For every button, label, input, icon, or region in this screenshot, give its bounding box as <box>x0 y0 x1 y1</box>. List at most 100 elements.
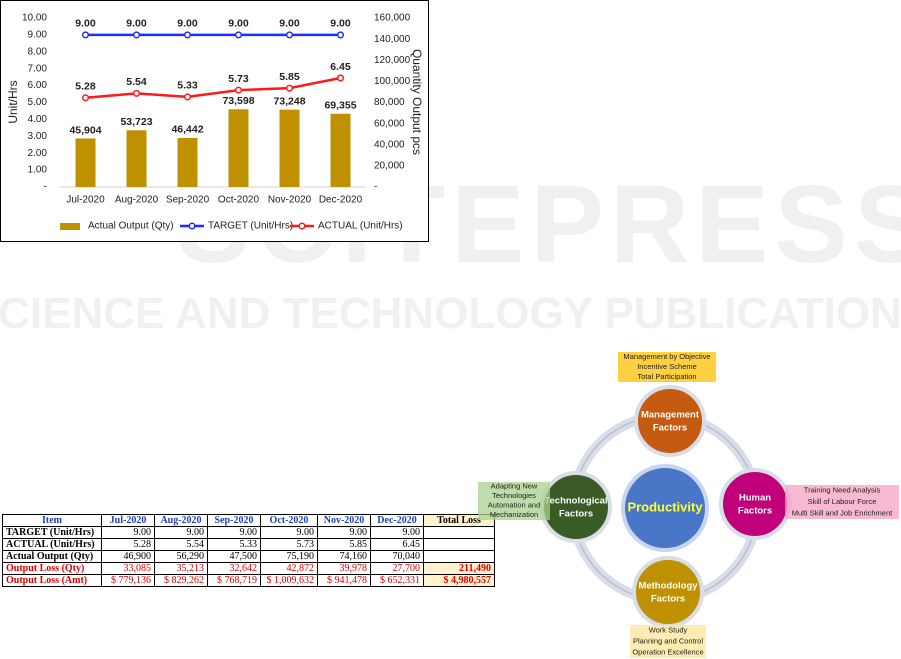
note-text: Management by Objective <box>623 352 710 361</box>
y-tick-label: 1.00 <box>28 165 48 176</box>
table-cell: 9.00 <box>101 526 155 539</box>
table-cell: 46,900 <box>101 550 155 563</box>
y2-tick-label: 120,000 <box>374 55 411 66</box>
line-point <box>183 31 192 39</box>
x-tick-label: Aug-2020 <box>115 195 159 206</box>
legend-label: Actual Output (Qty) <box>88 221 174 232</box>
table-cell: 9.00 <box>260 526 318 539</box>
note-text: Multi Skill and Job Enrichment <box>792 508 893 517</box>
factor-label: Factors <box>738 506 772 517</box>
legend-label: ACTUAL (Unit/Hrs) <box>318 221 403 232</box>
table-cell: ACTUAL (Unit/Hrs) <box>2 538 102 551</box>
y-tick-label: 7.00 <box>28 63 48 74</box>
y-axis-title: Unit/Hrs <box>6 80 20 123</box>
factor-label: Methodology <box>638 581 698 592</box>
line-value-label: 5.54 <box>126 76 147 88</box>
bar <box>177 137 198 187</box>
chart-frame <box>0 0 429 242</box>
line <box>85 76 341 100</box>
factor-label: Factors <box>559 509 593 520</box>
line-point <box>336 31 345 39</box>
note-text: Training Need Analysis <box>804 486 881 495</box>
y2-tick-label: 140,000 <box>374 34 411 45</box>
center-label: Productivity <box>627 499 703 514</box>
table-cell: 9.00 <box>370 526 424 539</box>
bar-value-label: 45,904 <box>69 124 101 136</box>
y2-tick-label: - <box>374 182 377 193</box>
diagram: Productivity Management Factors Management … <box>478 352 899 658</box>
data-table: Item Jul-2020 Aug-2020 Sep-2020 Oct-2020 Nov-… <box>2 514 495 587</box>
bar-value-label: 46,442 <box>171 124 203 136</box>
bar <box>228 109 249 187</box>
line-value-label: 6.45 <box>330 61 351 73</box>
table-cell: 6.45 <box>370 538 424 551</box>
x-tick-label: Nov-2020 <box>268 195 312 206</box>
table-cell: 5.85 <box>317 538 371 551</box>
table-cell: Nov-2020 <box>317 514 371 527</box>
table-cell: 47,500 <box>207 550 261 563</box>
line-value-label: 9.00 <box>75 18 96 30</box>
y2-tick-label: 60,000 <box>374 118 405 129</box>
y-tick-label: 10.00 <box>22 13 47 24</box>
table-row: TARGET (Unit/Hrs) 9.00 9.00 9.00 9.00 9.00 9.0… <box>2 526 495 539</box>
line-point <box>132 89 141 97</box>
line-point <box>285 31 294 39</box>
factor-label: Technological <box>544 496 607 507</box>
table-cell: 70,040 <box>370 550 424 563</box>
table-cell: 74,160 <box>317 550 371 563</box>
factor-label: Factors <box>653 423 687 434</box>
bar-value-label: 73,598 <box>222 95 254 107</box>
line-value-label: 9.00 <box>279 18 300 30</box>
factor-label: Human <box>739 493 771 504</box>
x-tick-label: Jul-2020 <box>66 195 105 206</box>
line-point <box>81 31 90 39</box>
note-text: Incentive Scheme <box>637 362 697 371</box>
y-tick-label: 3.00 <box>28 131 48 142</box>
note-box <box>478 482 550 520</box>
table-cell: Item <box>2 514 102 527</box>
x-tick-label: Sep-2020 <box>166 195 210 206</box>
table-cell: 27,700 <box>370 562 424 575</box>
table-cell: 9.00 <box>207 526 261 539</box>
y2-tick-label: 40,000 <box>374 139 405 150</box>
table-cell: 5.73 <box>260 538 318 551</box>
note-text: Total Participation <box>637 372 696 381</box>
line-value-label: 9.00 <box>228 18 249 30</box>
y2-tick-label: 100,000 <box>374 76 411 87</box>
note-text: Mechanization <box>490 510 538 519</box>
legend-marker <box>298 222 306 230</box>
table-row: Item Jul-2020 Aug-2020 Sep-2020 Oct-2020 Nov-… <box>2 514 495 527</box>
line-point <box>285 84 294 92</box>
y-tick-label: 4.00 <box>28 114 48 125</box>
table-cell: $ 941,478 <box>317 574 371 587</box>
factor-node <box>540 471 612 543</box>
y-tick-label: 6.00 <box>28 80 48 91</box>
table-cell: 35,213 <box>154 562 208 575</box>
y-tick-label: - <box>44 182 47 193</box>
bar <box>330 113 351 187</box>
factor-label: Management <box>641 410 700 421</box>
y-tick-label: 8.00 <box>28 46 48 57</box>
x-tick-label: Oct-2020 <box>218 195 260 206</box>
bar-value-label: 69,355 <box>324 100 356 112</box>
line-value-label: 5.33 <box>177 80 198 92</box>
y-tick-label: 5.00 <box>28 97 48 108</box>
note-text: Technologies <box>492 491 536 500</box>
bar <box>279 109 300 187</box>
note-text: Skill of Labour Force <box>808 497 877 506</box>
watermark-subtitle: SCIENCE AND TECHNOLOGY PUBLICATIONS <box>0 289 901 338</box>
note-box <box>618 352 716 382</box>
y-tick-label: 2.00 <box>28 148 48 159</box>
line-point <box>132 31 141 39</box>
table-row: Actual Output (Qty) 46,900 56,290 47,500 75,… <box>2 550 495 563</box>
table-cell: 5.28 <box>101 538 155 551</box>
y2-axis-title: Quantity Output pcs <box>410 49 424 155</box>
table-cell: Actual Output (Qty) <box>2 550 102 563</box>
table-cell: 33,085 <box>101 562 155 575</box>
table-cell: Oct-2020 <box>260 514 318 527</box>
line-value-label: 9.00 <box>330 18 351 30</box>
table-cell: 9.00 <box>317 526 371 539</box>
table-cell: $ 768,719 <box>207 574 261 587</box>
table-cell: Output Loss (Qty) <box>2 562 102 575</box>
